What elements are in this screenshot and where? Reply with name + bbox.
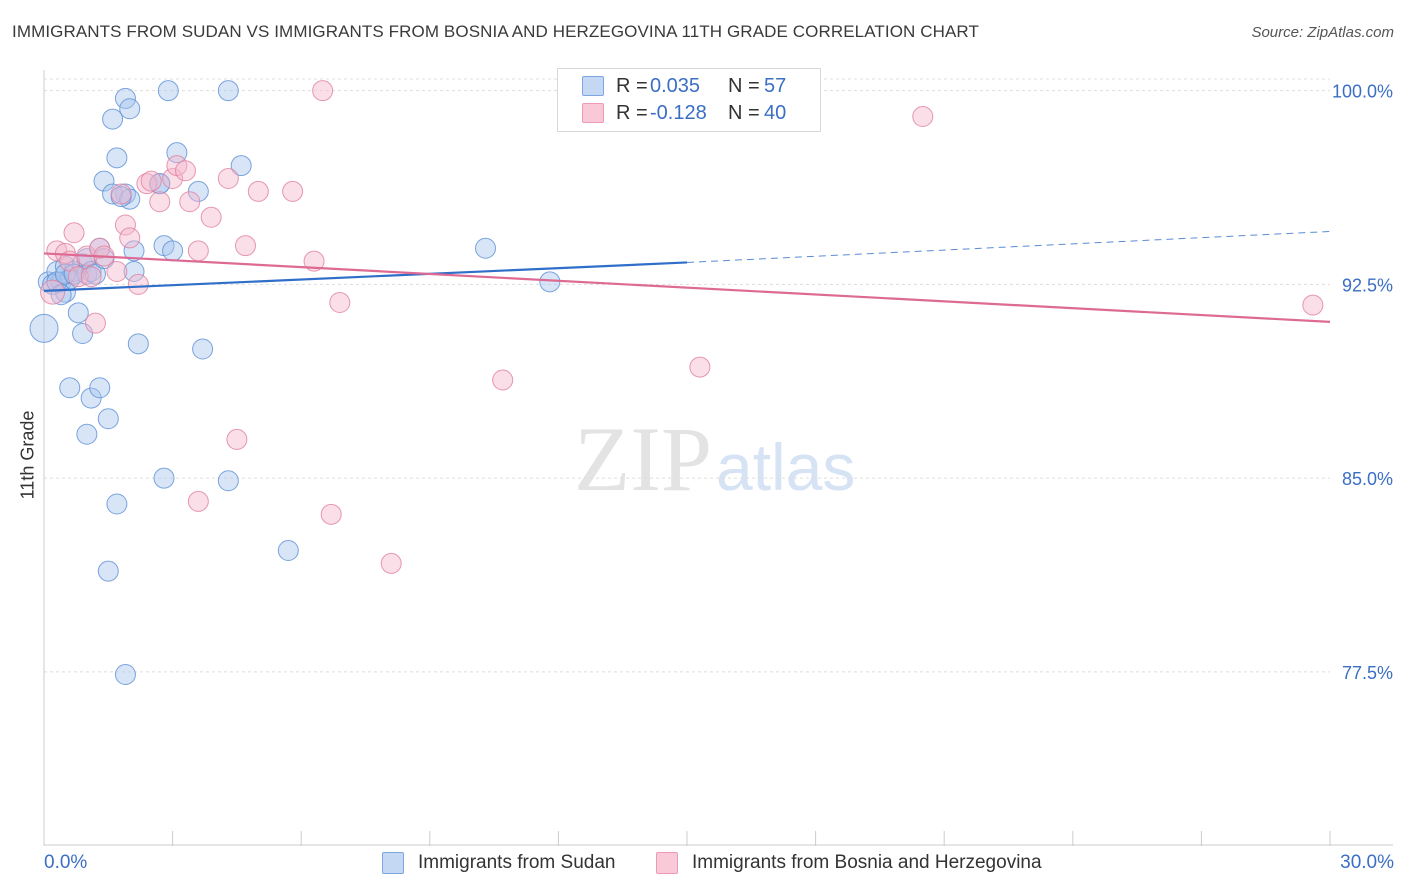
y-tick-label: 100.0%: [1332, 82, 1393, 102]
bosnia-point: [912, 106, 934, 127]
sudan-point: [76, 423, 98, 445]
n-label: N =: [728, 74, 760, 97]
sudan-point: [123, 240, 145, 262]
chart-title: IMMIGRANTS FROM SUDAN VS IMMIGRANTS FROM…: [12, 22, 979, 41]
legend-item-bosnia: Immigrants from Bosnia and Herzegovina: [656, 852, 1042, 874]
sudan-point: [123, 261, 145, 282]
sudan-point: [230, 155, 252, 177]
sudan-point: [162, 240, 184, 262]
bosnia-point: [217, 168, 239, 189]
sudan-point: [127, 333, 149, 355]
bosnia-point: [106, 261, 128, 282]
stats-legend: R = 0.035 N = 57 R = -0.128 N = 40: [557, 68, 821, 132]
sudan-point: [149, 173, 171, 195]
bosnia-point: [689, 356, 711, 378]
sudan-point: [106, 493, 128, 515]
bosnia-point: [320, 503, 342, 525]
sudan-point: [157, 80, 179, 102]
bosnia-point: [187, 240, 209, 262]
r-value-sudan: 0.035: [650, 74, 701, 97]
bosnia-point: [1302, 294, 1324, 316]
r-label: R =: [616, 101, 648, 124]
bosnia-point: [40, 279, 66, 305]
r-value-bosnia: -0.128: [650, 101, 707, 124]
bosnia-point: [46, 240, 68, 262]
sudan-point: [89, 377, 111, 399]
sudan-swatch: [582, 76, 604, 96]
sudan-point: [114, 87, 136, 109]
y-tick-label: 92.5%: [1342, 275, 1393, 295]
sudan-point: [153, 467, 175, 489]
bosnia-point: [80, 266, 102, 288]
sudan-point: [277, 540, 299, 561]
bosnia-point: [84, 312, 106, 334]
sudan-point: [29, 313, 59, 343]
bosnia-point: [282, 180, 304, 202]
bosnia-point: [492, 369, 514, 391]
y-axis-title: 11th Grade: [17, 410, 38, 500]
watermark-zip: ZIP: [574, 408, 712, 510]
sudan-point: [217, 80, 239, 102]
bosnia-legend-swatch: [656, 852, 678, 874]
sudan-point: [475, 237, 497, 259]
legend-item-sudan: Immigrants from Sudan: [382, 852, 615, 874]
source-label: Source: ZipAtlas.com: [1251, 24, 1394, 41]
sudan-point: [54, 263, 76, 285]
sudan-point: [192, 338, 214, 360]
bosnia-point: [127, 273, 149, 295]
sudan-point: [97, 560, 119, 582]
sudan-trendline-extension: [686, 230, 1331, 263]
bosnia-swatch: [582, 103, 604, 123]
sudan-point: [119, 98, 141, 120]
sudan-point: [93, 170, 115, 192]
bosnia-point: [119, 227, 141, 249]
bosnia-point: [110, 183, 132, 205]
bosnia-point: [329, 292, 351, 313]
bosnia-point: [303, 250, 325, 272]
n-label: N =: [728, 101, 760, 124]
bosnia-point: [226, 428, 248, 450]
n-value-sudan: 57: [764, 74, 787, 97]
sudan-point: [67, 302, 89, 324]
watermark-atlas: atlas: [716, 430, 855, 504]
legend-label-sudan: Immigrants from Sudan: [418, 852, 616, 873]
bosnia-trendline: [43, 252, 1331, 323]
bosnia-point: [63, 222, 85, 244]
sudan-point: [72, 323, 94, 344]
legend-label-bosnia: Immigrants from Bosnia and Herzegovina: [692, 852, 1042, 873]
bosnia-point: [234, 235, 256, 257]
sudan-point: [114, 664, 136, 685]
bosnia-point: [149, 191, 171, 213]
sudan-legend-swatch: [382, 852, 404, 874]
sudan-point: [217, 470, 239, 492]
sudan-trendline: [43, 261, 688, 292]
sudan-point: [97, 408, 119, 430]
stats-legend-row-bosnia: R = -0.128 N = 40: [582, 101, 786, 125]
sudan-point: [539, 271, 561, 293]
sudan-point: [102, 183, 124, 205]
y-tick-label: 77.5%: [1342, 663, 1393, 683]
bosnia-point: [247, 180, 269, 202]
bosnia-point: [179, 191, 201, 213]
bosnia-point: [174, 160, 196, 182]
bosnia-point: [140, 170, 162, 192]
bosnia-point: [187, 490, 209, 512]
bosnia-point: [162, 168, 184, 189]
sudan-point: [166, 142, 188, 164]
sudan-point: [102, 108, 124, 130]
sudan-point: [59, 377, 81, 399]
bosnia-point: [200, 206, 222, 228]
x-tick-label-min: 0.0%: [44, 852, 88, 873]
bosnia-point: [67, 266, 89, 288]
bosnia-point: [312, 80, 334, 102]
y-tick-label: 85.0%: [1342, 469, 1393, 489]
bosnia-point: [114, 214, 136, 236]
stats-legend-row-sudan: R = 0.035 N = 57: [582, 74, 786, 98]
bosnia-point: [380, 552, 402, 574]
r-label: R =: [616, 74, 648, 97]
sudan-point: [106, 147, 128, 169]
x-tick-label-max: 30.0%: [1340, 852, 1394, 873]
n-value-bosnia: 40: [764, 101, 787, 124]
